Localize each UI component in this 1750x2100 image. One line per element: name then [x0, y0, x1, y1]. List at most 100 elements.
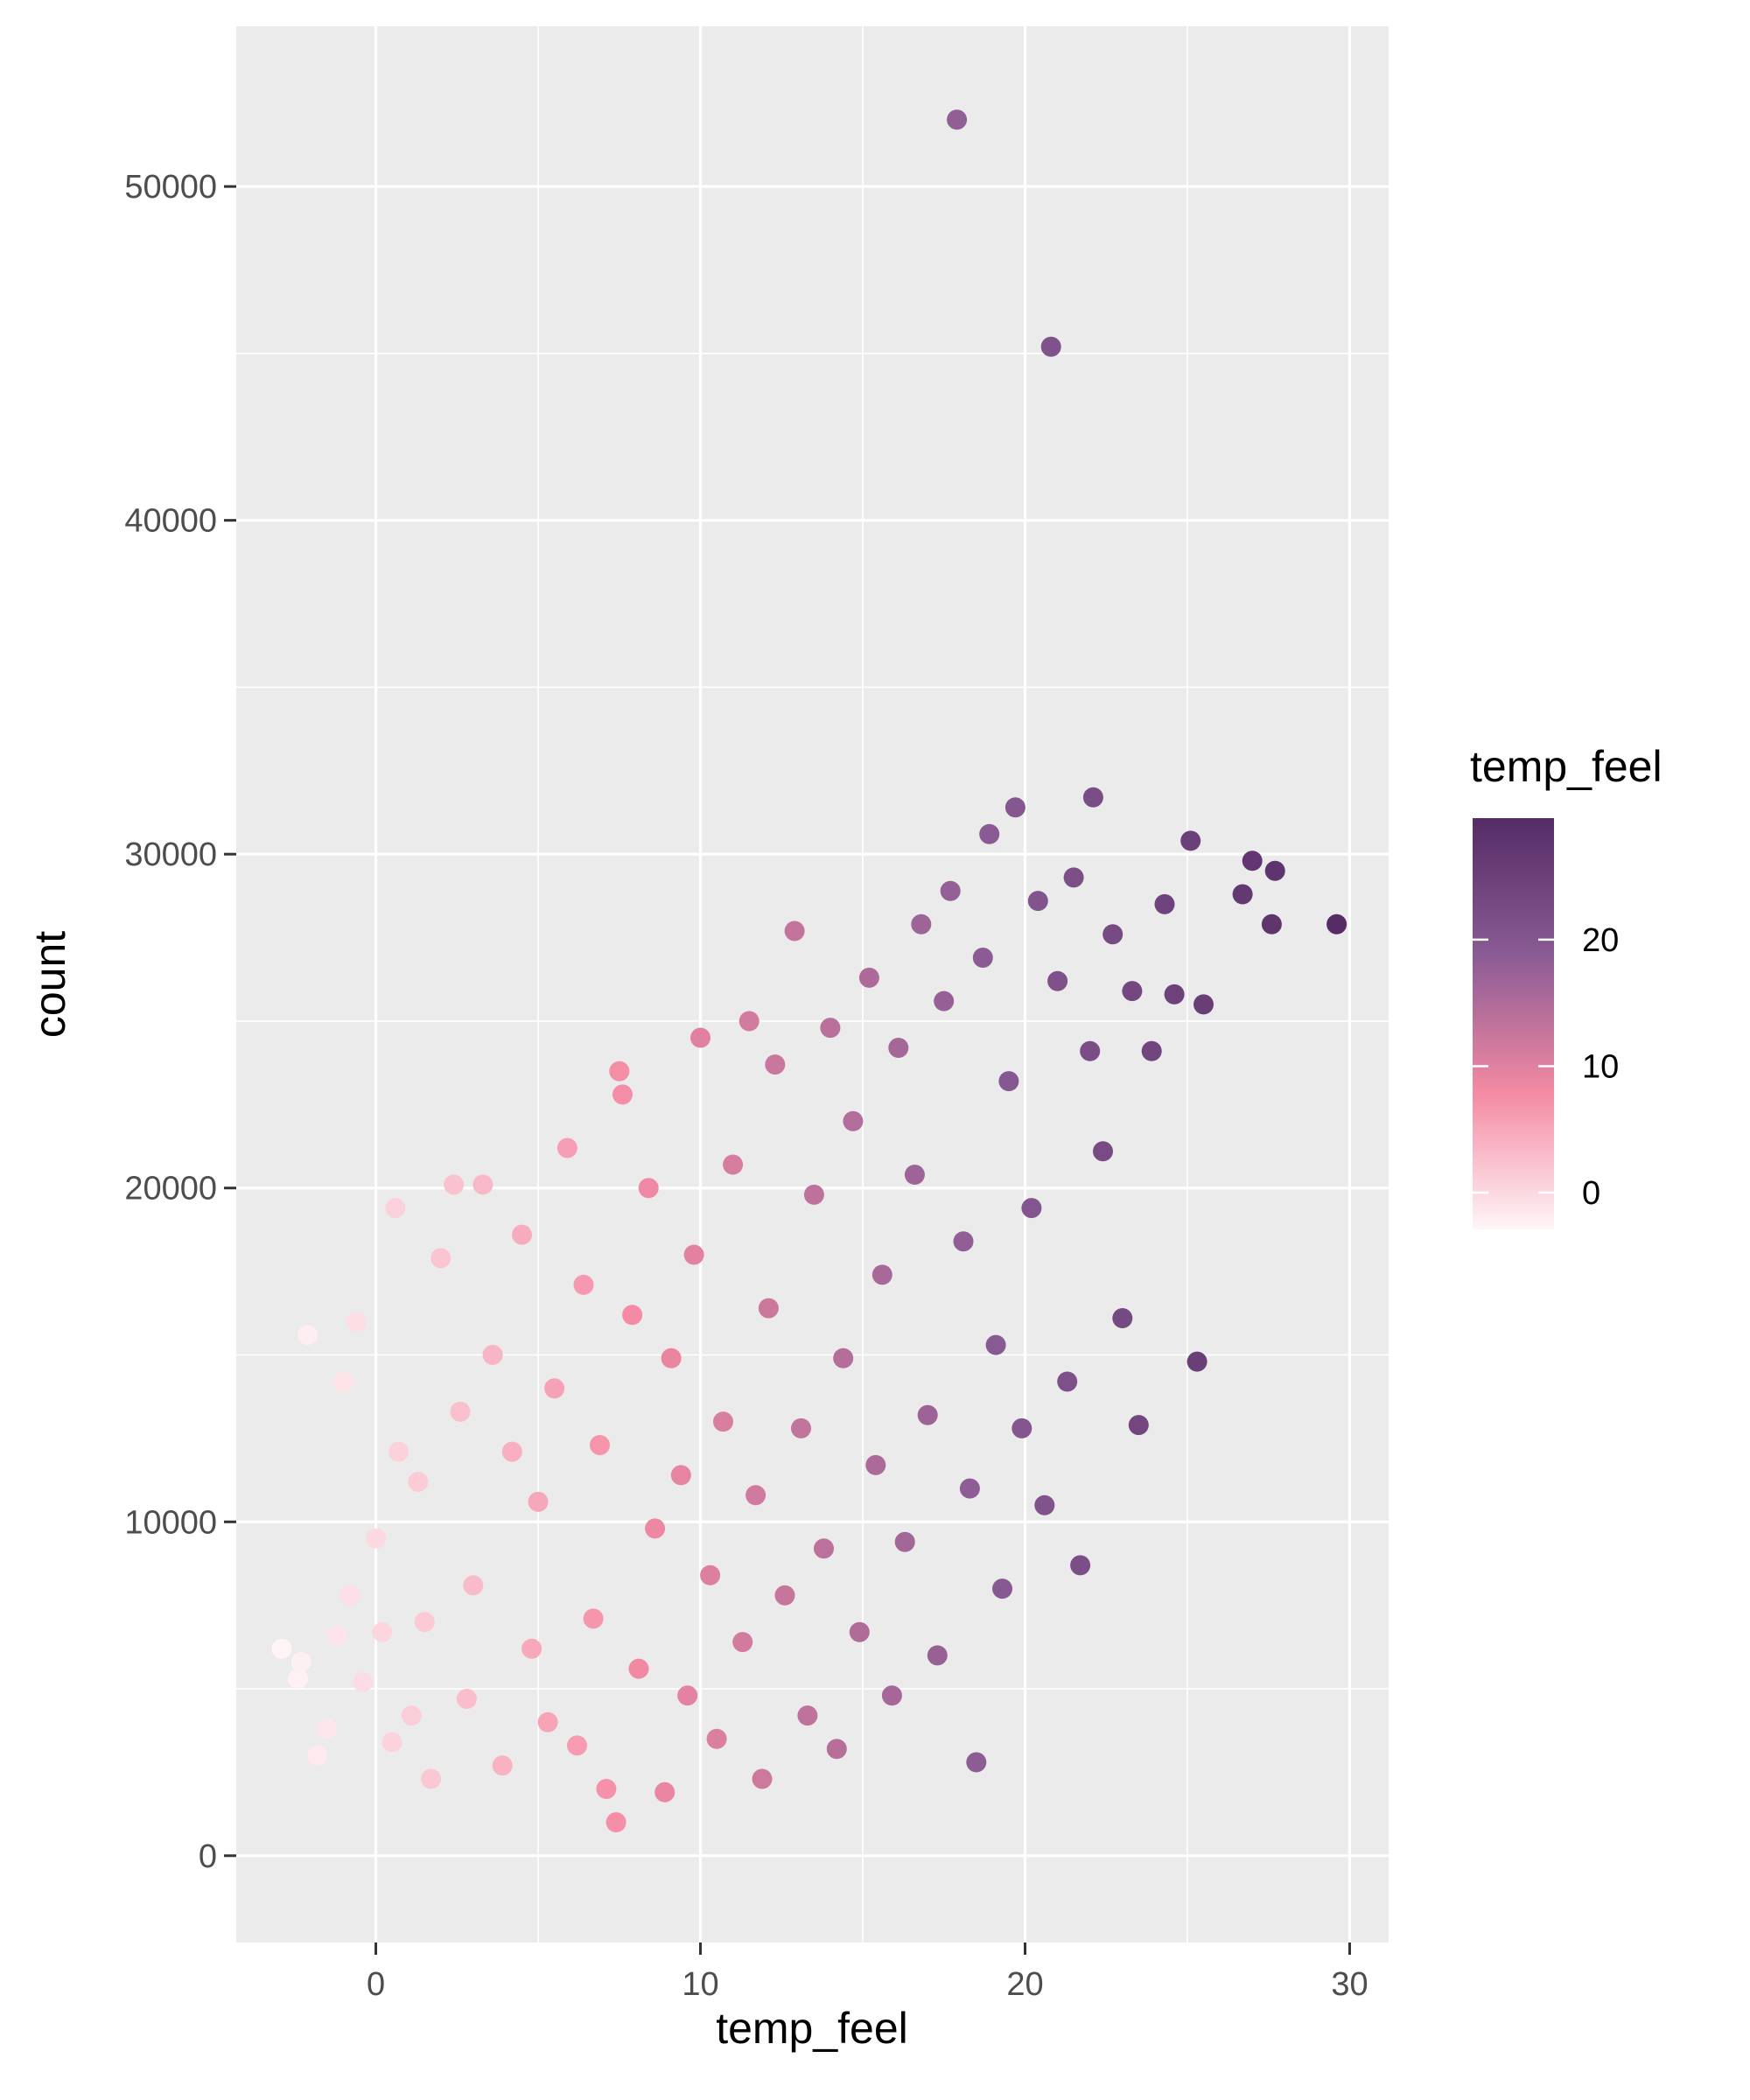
- data-point: [556, 1138, 578, 1158]
- data-point: [512, 1224, 532, 1245]
- legend-title: temp_feel: [1470, 742, 1662, 791]
- data-point: [1004, 797, 1026, 818]
- data-points: [271, 109, 1348, 1833]
- legend-ticks: 0 10 20: [1473, 922, 1619, 1212]
- data-point: [288, 1669, 308, 1690]
- data-point: [927, 1645, 948, 1666]
- data-point: [911, 914, 932, 934]
- data-point: [1326, 914, 1348, 934]
- x-tick-label: 30: [1331, 1966, 1368, 2003]
- data-point: [940, 880, 961, 901]
- data-point: [972, 948, 993, 968]
- data-point: [784, 920, 805, 942]
- data-point: [934, 990, 955, 1012]
- data-point: [752, 1768, 773, 1789]
- data-point: [947, 109, 968, 130]
- plot-panel: [236, 26, 1389, 1942]
- data-point: [1232, 884, 1253, 905]
- data-point: [430, 1248, 452, 1269]
- data-point: [590, 1435, 610, 1455]
- data-point: [1164, 984, 1185, 1004]
- data-point: [456, 1689, 477, 1709]
- data-point: [820, 1018, 841, 1039]
- data-point: [1194, 994, 1214, 1015]
- data-point: [326, 1625, 347, 1646]
- color-legend: temp_feel 0 10 20: [1470, 742, 1662, 1229]
- y-tick-label: 0: [199, 1838, 217, 1875]
- data-point: [953, 1231, 974, 1252]
- data-point: [814, 1538, 834, 1559]
- data-point: [612, 1084, 633, 1105]
- data-point: [421, 1768, 442, 1789]
- data-point: [414, 1612, 435, 1633]
- data-point: [1180, 830, 1201, 851]
- data-point: [700, 1564, 721, 1586]
- data-point: [1264, 860, 1285, 881]
- data-point: [340, 1585, 360, 1606]
- data-point: [444, 1174, 465, 1195]
- data-point: [401, 1705, 422, 1726]
- data-point: [332, 1371, 354, 1392]
- data-point: [372, 1621, 393, 1642]
- data-point: [353, 1671, 374, 1692]
- data-point: [706, 1728, 727, 1749]
- data-point: [1102, 924, 1124, 945]
- data-point: [865, 1454, 886, 1475]
- data-point: [849, 1621, 870, 1642]
- data-point: [346, 1311, 367, 1332]
- data-point: [803, 1184, 824, 1205]
- data-point: [765, 1054, 786, 1075]
- data-point: [537, 1712, 558, 1732]
- data-point: [1080, 1040, 1101, 1061]
- data-point: [522, 1638, 542, 1659]
- data-point: [1082, 787, 1103, 808]
- legend-tick-label: 20: [1582, 922, 1619, 959]
- x-axis-title: temp_feel: [716, 2004, 908, 2053]
- data-point: [904, 1165, 925, 1185]
- data-point: [1141, 1040, 1162, 1061]
- data-point: [654, 1782, 676, 1802]
- data-point: [985, 1334, 1006, 1355]
- data-point: [713, 1411, 733, 1432]
- data-point: [298, 1325, 318, 1346]
- legend-tick-label: 0: [1582, 1175, 1600, 1212]
- data-point: [1047, 970, 1068, 991]
- data-point: [1112, 1308, 1133, 1328]
- data-point: [872, 1264, 892, 1285]
- data-point: [774, 1585, 795, 1606]
- minor-gridlines: [236, 26, 1389, 1942]
- data-point: [501, 1441, 522, 1462]
- data-point: [408, 1472, 429, 1492]
- data-point: [290, 1652, 312, 1672]
- data-point: [826, 1739, 847, 1760]
- data-point: [573, 1274, 594, 1295]
- data-point: [917, 1404, 938, 1425]
- major-gridlines: [236, 26, 1389, 1942]
- data-point: [677, 1685, 698, 1706]
- data-point: [596, 1779, 617, 1799]
- data-point: [382, 1732, 402, 1753]
- data-point: [482, 1345, 503, 1365]
- data-point: [894, 1531, 915, 1552]
- data-point: [791, 1418, 811, 1438]
- data-point: [843, 1110, 864, 1131]
- legend-colorbar: [1473, 818, 1554, 1229]
- y-axis-title: count: [25, 931, 74, 1038]
- data-point: [1057, 1371, 1078, 1392]
- data-point: [683, 1244, 704, 1265]
- data-point: [998, 1071, 1019, 1092]
- data-point: [1040, 336, 1061, 357]
- data-point: [723, 1154, 744, 1175]
- data-point: [1242, 850, 1263, 872]
- y-tick-label: 30000: [124, 836, 217, 873]
- x-tick-label: 20: [1006, 1966, 1043, 2003]
- data-point: [746, 1485, 766, 1506]
- data-point: [858, 967, 879, 988]
- data-point: [1122, 981, 1143, 1002]
- x-tick-label: 0: [367, 1966, 385, 2003]
- y-tick-label: 20000: [124, 1171, 217, 1208]
- data-point: [670, 1465, 691, 1486]
- y-axis: 0 10000 20000 30000 40000 50000: [124, 169, 236, 1875]
- y-tick-label: 40000: [124, 503, 217, 540]
